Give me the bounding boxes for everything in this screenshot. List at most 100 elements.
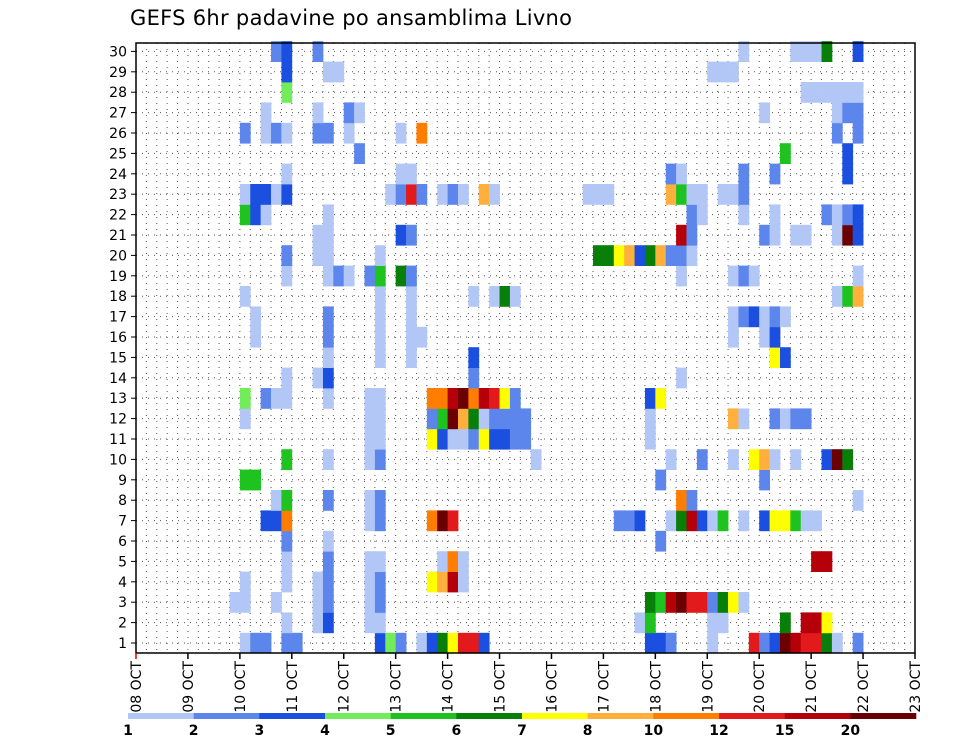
heatmap-cell [696, 592, 708, 613]
heatmap-cell [644, 408, 656, 430]
heatmap-cell [291, 632, 303, 654]
heatmap-cell [779, 632, 791, 654]
heatmap-cell [800, 632, 812, 654]
heatmap-cell [811, 41, 822, 62]
heatmap-cell [831, 224, 843, 246]
heatmap-cell [811, 510, 822, 532]
heatmap-cell [468, 347, 480, 368]
heatmap-cell [738, 408, 750, 430]
colorbar-label: 6 [451, 723, 461, 739]
grid-lines [136, 43, 915, 653]
heatmap-cell [354, 143, 365, 164]
colorbar-label: 12 [709, 723, 728, 739]
heatmap-cell [374, 632, 386, 654]
heatmap-cell [271, 592, 282, 613]
heatmap-cell [239, 571, 251, 593]
heatmap-cell [852, 265, 864, 287]
heatmap-cell [281, 265, 293, 287]
heatmap-cell [468, 428, 480, 450]
heatmap-cell [748, 265, 760, 287]
heatmap-cell [406, 224, 417, 246]
heatmap-cell [395, 632, 407, 654]
heatmap-cell [728, 184, 739, 205]
heatmap-cell [229, 592, 241, 613]
y-tick-label: 6 [118, 534, 127, 550]
heatmap-cell [343, 265, 355, 287]
heatmap-cell [852, 41, 864, 62]
y-tick-label: 10 [109, 452, 127, 468]
heatmap-cell [364, 388, 376, 409]
heatmap-cell [593, 184, 604, 205]
heatmap-cell [374, 551, 386, 572]
colorbar-label: 20 [841, 723, 861, 739]
heatmap-cell [478, 632, 490, 654]
heatmap-cell [385, 184, 397, 205]
y-tick-label: 26 [109, 126, 127, 142]
heatmap-cell [457, 551, 469, 572]
heatmap-cell [374, 592, 386, 613]
heatmap-cell [374, 449, 386, 470]
colorbar-label: 2 [189, 723, 199, 739]
heatmap-cell [322, 347, 334, 368]
heatmap-cell [374, 490, 386, 511]
heatmap-cell [728, 592, 739, 613]
heatmap-cell [800, 82, 812, 103]
y-tick-label: 30 [109, 44, 127, 60]
heatmap-cell [447, 571, 459, 593]
heatmap-cell [509, 388, 521, 409]
heatmap-cell [728, 408, 739, 430]
heatmap-cell [239, 286, 251, 307]
heatmap-cell [676, 265, 687, 287]
heatmap-cell [374, 347, 386, 368]
heatmap-cell [447, 510, 459, 532]
heatmap-cell [769, 449, 781, 470]
y-tick-label: 2 [118, 616, 127, 632]
heatmap-cell [779, 347, 791, 368]
heatmap-cell [468, 367, 480, 389]
heatmap-cell [374, 245, 386, 266]
heatmap-cell [406, 306, 417, 328]
heatmap-cell [260, 102, 272, 124]
heatmap-cell [696, 510, 708, 532]
heatmap-cell [260, 632, 272, 654]
colorbar-swatch [128, 713, 194, 719]
heatmap-cell [634, 510, 646, 532]
y-tick-label: 24 [109, 167, 127, 183]
y-tick-label: 16 [109, 330, 127, 346]
heatmap-cell [603, 245, 615, 266]
heatmap-cell [748, 632, 760, 654]
heatmap-cell [759, 469, 770, 491]
heatmap-cell [852, 102, 864, 124]
heatmap-cell [738, 184, 750, 205]
heatmap-cell [478, 408, 490, 430]
heatmap-cell [831, 286, 843, 307]
heatmap-cell [426, 428, 438, 450]
y-tick-label: 11 [109, 432, 127, 448]
heatmap-cell [374, 326, 386, 348]
x-tick-label: 14 OCT [441, 661, 457, 713]
heatmap-cell [457, 408, 469, 430]
x-tick-label: 17 OCT [596, 661, 612, 713]
heatmap-cell [364, 490, 376, 511]
heatmap-cell [852, 204, 864, 226]
heatmap-cell [717, 184, 729, 205]
y-tick-label: 12 [109, 412, 127, 428]
colorbar-swatch [522, 713, 588, 719]
y-tick-label: 5 [118, 554, 127, 570]
heatmap-cell [489, 428, 500, 450]
heatmap-cell [811, 551, 822, 572]
heatmap-cell [665, 592, 677, 613]
heatmap-cell [437, 510, 448, 532]
heatmap-cell [281, 163, 293, 185]
heatmap-cell [271, 388, 282, 409]
heatmap-cell [250, 469, 262, 491]
y-tick-label: 21 [109, 228, 127, 244]
colorbar-swatch [587, 713, 654, 719]
heatmap-cell [707, 632, 719, 654]
heatmap-cell [416, 122, 428, 144]
heatmap-cell [499, 286, 511, 307]
heatmap-cell [779, 408, 791, 430]
heatmap-cell [374, 408, 386, 430]
heatmap-cell [312, 245, 324, 266]
heatmap-cell [686, 510, 698, 532]
